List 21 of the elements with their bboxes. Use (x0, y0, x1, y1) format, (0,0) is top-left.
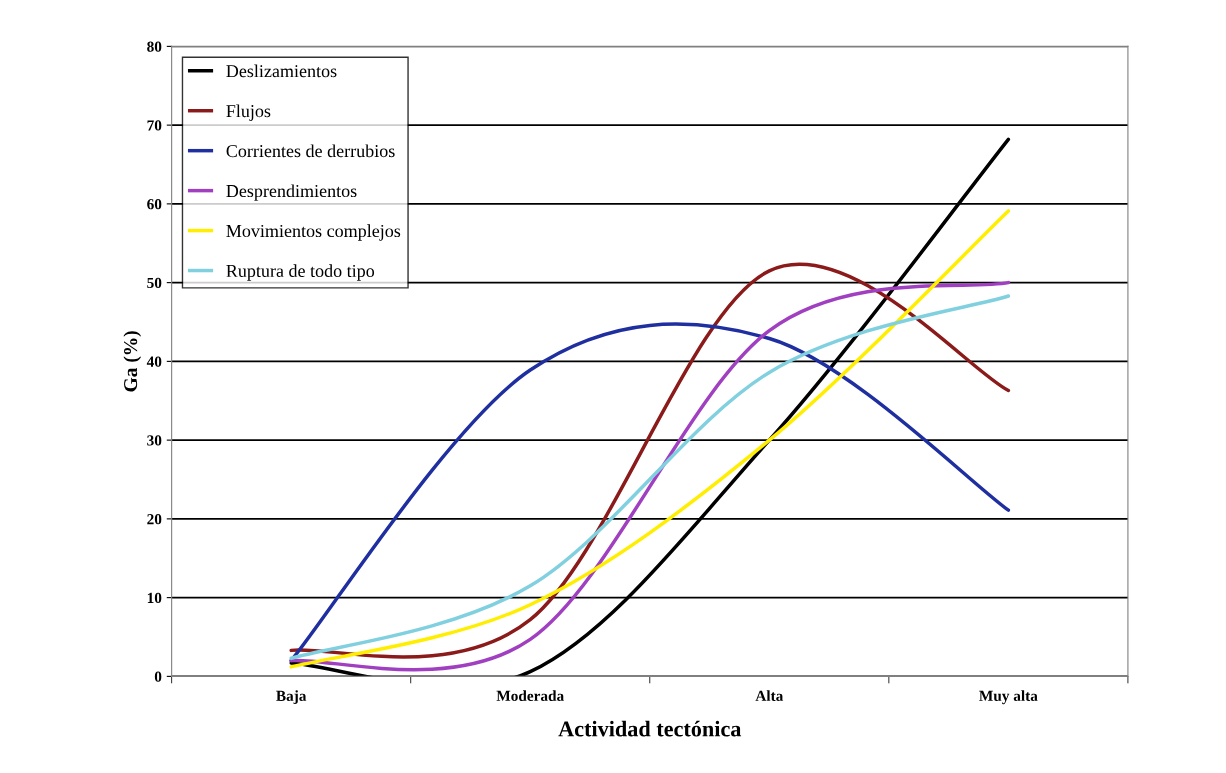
y-tick-label: 60 (147, 199, 162, 210)
legend-label: Deslizamientos (226, 64, 337, 78)
y-tick-label: 0 (154, 671, 162, 682)
x-tick-label: Moderada (496, 690, 564, 702)
y-tick-label: 40 (146, 356, 162, 367)
y-axis-title: Ga (%) (123, 331, 142, 392)
y-tick-label: 10 (147, 592, 162, 604)
x-tick-label: Alta (755, 690, 784, 702)
y-tick-label: 30 (147, 435, 162, 446)
x-tick-label: Muy alta (979, 690, 1038, 705)
y-tick-label: 70 (147, 120, 162, 131)
y-tick-label: 20 (147, 514, 162, 525)
legend-label: Flujos (226, 104, 271, 121)
legend-label: Ruptura de todo tipo (226, 264, 375, 281)
y-tick-label: 50 (147, 277, 162, 289)
legend-label: Movimientos complejos (226, 224, 401, 241)
legend-label: Desprendimientos (226, 184, 357, 201)
x-axis-title: Actividad tectónica (558, 720, 742, 737)
y-tick-label: 80 (147, 41, 162, 52)
legend-label: Corrientes de derrubios (226, 144, 395, 158)
x-tick-label: Baja (276, 690, 307, 705)
